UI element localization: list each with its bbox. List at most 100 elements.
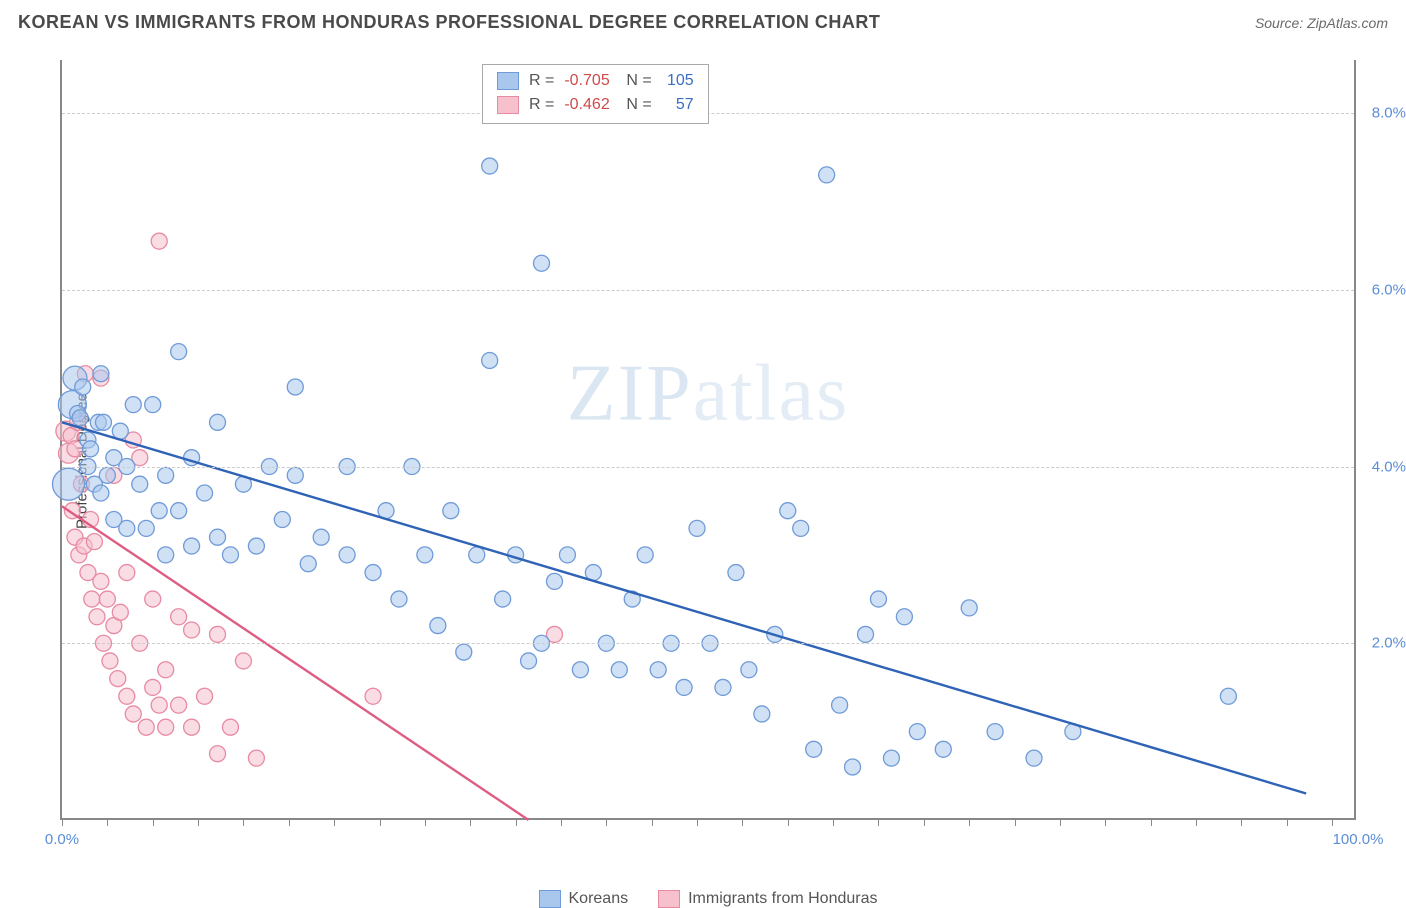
data-point	[741, 662, 757, 678]
data-point	[119, 520, 135, 536]
gridline	[62, 290, 1354, 291]
data-point	[1220, 688, 1236, 704]
data-point	[365, 688, 381, 704]
data-point	[430, 618, 446, 634]
data-point	[210, 414, 226, 430]
x-tick	[606, 818, 607, 826]
x-tick	[788, 818, 789, 826]
data-point	[961, 600, 977, 616]
data-point	[832, 697, 848, 713]
plot-region: ZIPatlas R = -0.705 N = 105 R = -0.462 N…	[60, 60, 1356, 820]
y-tick-label: 4.0%	[1372, 458, 1406, 475]
data-point	[112, 423, 128, 439]
chart-area: Professional Degree ZIPatlas R = -0.705 …	[20, 50, 1386, 872]
data-point	[650, 662, 666, 678]
legend-item: Koreans	[539, 890, 629, 908]
data-point	[896, 609, 912, 625]
x-tick	[243, 818, 244, 826]
data-point	[611, 662, 627, 678]
x-tick	[1241, 818, 1242, 826]
data-point	[456, 644, 472, 660]
data-point	[235, 653, 251, 669]
x-tick	[1015, 818, 1016, 826]
n-label: N =	[626, 93, 651, 117]
data-point	[75, 379, 91, 395]
data-point	[391, 591, 407, 607]
data-point	[780, 503, 796, 519]
data-point	[300, 556, 316, 572]
data-point	[158, 547, 174, 563]
data-point	[417, 547, 433, 563]
data-point	[158, 719, 174, 735]
legend-label: Koreans	[569, 890, 629, 908]
x-tick	[833, 818, 834, 826]
correlation-legend: R = -0.705 N = 105 R = -0.462 N = 57	[482, 64, 709, 124]
data-point	[125, 706, 141, 722]
x-tick	[878, 818, 879, 826]
data-point	[184, 622, 200, 638]
data-point	[151, 233, 167, 249]
data-point	[197, 485, 213, 501]
data-point	[482, 158, 498, 174]
x-tick	[289, 818, 290, 826]
x-tick	[1060, 818, 1061, 826]
series-legend: Koreans Immigrants from Honduras	[60, 890, 1356, 908]
x-tick	[380, 818, 381, 826]
gridline	[62, 643, 1354, 644]
data-point	[171, 344, 187, 360]
trend-line	[62, 506, 529, 820]
data-point	[521, 653, 537, 669]
r-label: R =	[529, 69, 554, 93]
x-tick	[107, 818, 108, 826]
data-point	[86, 534, 102, 550]
data-point	[52, 468, 84, 500]
data-point	[546, 573, 562, 589]
data-point	[365, 565, 381, 581]
x-tick	[1105, 818, 1106, 826]
x-tick	[924, 818, 925, 826]
data-point	[339, 547, 355, 563]
data-point	[197, 688, 213, 704]
x-tick	[1287, 818, 1288, 826]
data-point	[754, 706, 770, 722]
x-tick-label: 0.0%	[45, 831, 79, 848]
data-point	[248, 750, 264, 766]
data-point	[443, 503, 459, 519]
x-tick	[1332, 818, 1333, 826]
data-point	[637, 547, 653, 563]
n-value: 57	[662, 93, 694, 117]
data-point	[171, 503, 187, 519]
data-point	[132, 476, 148, 492]
data-point	[138, 520, 154, 536]
data-point	[248, 538, 264, 554]
data-point	[806, 741, 822, 757]
data-point	[845, 759, 861, 775]
data-point	[987, 724, 1003, 740]
series-swatch	[497, 72, 519, 90]
data-point	[883, 750, 899, 766]
x-tick	[1196, 818, 1197, 826]
data-point	[689, 520, 705, 536]
x-tick	[516, 818, 517, 826]
data-point	[222, 547, 238, 563]
data-point	[145, 679, 161, 695]
x-tick	[153, 818, 154, 826]
x-tick	[969, 818, 970, 826]
n-label: N =	[626, 69, 651, 93]
data-point	[119, 688, 135, 704]
correlation-row: R = -0.705 N = 105	[497, 69, 694, 93]
data-point	[99, 591, 115, 607]
gridline	[62, 467, 1354, 468]
data-point	[935, 741, 951, 757]
data-point	[138, 719, 154, 735]
data-point	[125, 397, 141, 413]
data-point	[151, 697, 167, 713]
data-point	[99, 467, 115, 483]
legend-label: Immigrants from Honduras	[688, 890, 877, 908]
data-point	[210, 529, 226, 545]
y-tick-label: 2.0%	[1372, 635, 1406, 652]
data-point	[287, 379, 303, 395]
data-point	[1026, 750, 1042, 766]
source-attribution: Source: ZipAtlas.com	[1255, 15, 1388, 31]
data-point	[93, 573, 109, 589]
